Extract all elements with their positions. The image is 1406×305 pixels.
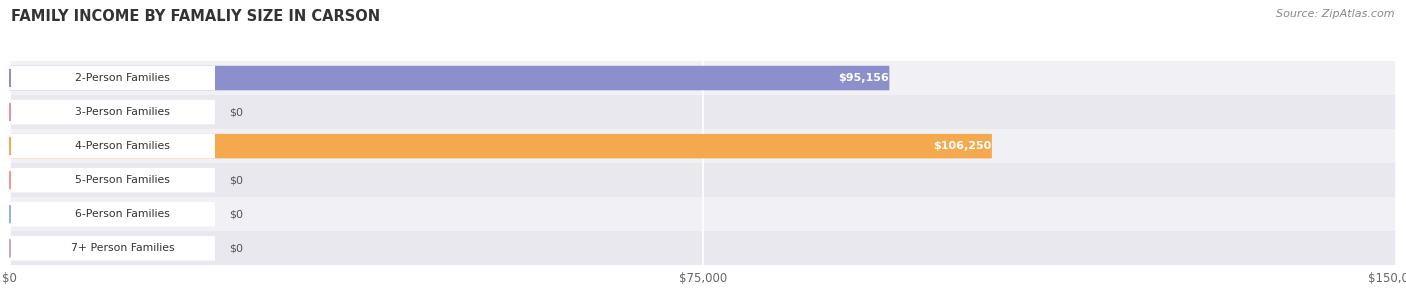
FancyBboxPatch shape (10, 202, 215, 227)
Text: $0: $0 (229, 209, 243, 219)
FancyBboxPatch shape (10, 66, 890, 90)
Text: 3-Person Families: 3-Person Families (76, 107, 170, 117)
FancyBboxPatch shape (10, 100, 215, 124)
FancyBboxPatch shape (10, 168, 215, 192)
Bar (10, 231, 1396, 265)
Text: $0: $0 (229, 107, 243, 117)
Text: 2-Person Families: 2-Person Families (76, 73, 170, 83)
Text: Source: ZipAtlas.com: Source: ZipAtlas.com (1277, 9, 1395, 19)
Text: FAMILY INCOME BY FAMALIY SIZE IN CARSON: FAMILY INCOME BY FAMALIY SIZE IN CARSON (11, 9, 381, 24)
Text: 5-Person Families: 5-Person Families (76, 175, 170, 185)
Text: 4-Person Families: 4-Person Families (76, 141, 170, 151)
Text: $0: $0 (229, 175, 243, 185)
FancyBboxPatch shape (10, 134, 991, 158)
Bar (10, 61, 1396, 95)
Text: 7+ Person Families: 7+ Person Families (70, 243, 174, 253)
Bar (10, 129, 1396, 163)
Text: $95,156: $95,156 (838, 73, 890, 83)
FancyBboxPatch shape (10, 236, 215, 260)
Bar (10, 197, 1396, 231)
FancyBboxPatch shape (10, 134, 215, 158)
FancyBboxPatch shape (10, 66, 215, 90)
Bar (10, 163, 1396, 197)
Text: $106,250: $106,250 (934, 141, 991, 151)
Text: 6-Person Families: 6-Person Families (76, 209, 170, 219)
Text: $0: $0 (229, 243, 243, 253)
Bar (10, 95, 1396, 129)
